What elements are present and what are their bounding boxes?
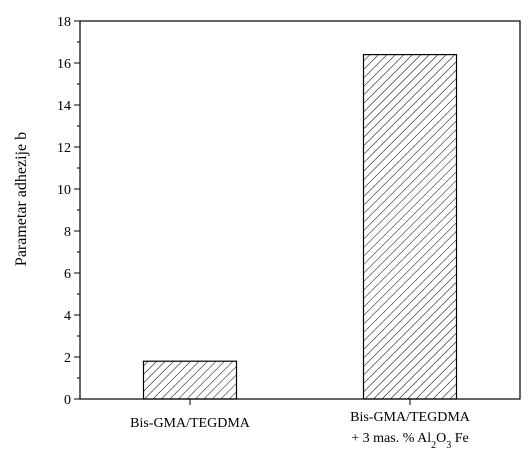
y-tick-label: 16 [57,57,71,72]
y-axis-label: Parametar adhezije b [13,132,30,266]
y-tick-label: 0 [64,393,71,408]
x-category-labels: Bis-GMA/TEGDMA Bis-GMA/TEGDMA + 3 mas. % A… [130,399,471,451]
y-ticks: 0 2 4 6 8 10 12 14 16 18 [57,15,80,408]
y-tick-label: 10 [57,183,71,198]
bar [142,360,238,400]
x-category-label: Bis-GMA/TEGDMA [350,410,471,425]
x-category-label: + 3 mas. % Al2O3 Fe [351,431,468,451]
x-category-label: Bis-GMA/TEGDMA [130,416,251,431]
y-tick-label: 6 [64,267,71,282]
y-tick-label: 2 [64,351,71,366]
bars [142,53,458,400]
y-tick-label: 4 [64,309,71,324]
bar [362,53,458,400]
y-tick-label: 14 [57,99,71,114]
y-tick-label: 8 [64,225,71,240]
y-tick-label: 18 [57,15,71,30]
y-tick-label: 12 [57,141,71,156]
